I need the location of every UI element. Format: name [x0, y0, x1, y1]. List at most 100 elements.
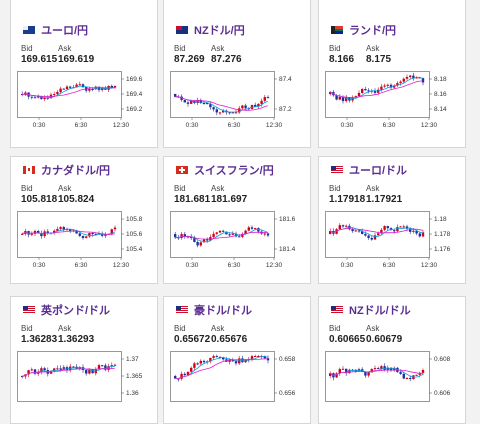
flag-icon	[23, 26, 35, 34]
candle	[228, 234, 231, 236]
moving-average-long	[329, 369, 423, 376]
price-chart[interactable]: 181.6 181.4 0:30 6:30 12:30	[170, 211, 306, 271]
moving-average-long	[174, 358, 268, 380]
card-header[interactable]: NZドル/円	[176, 23, 245, 37]
price-chart[interactable]: 87.4 87.2 0:30 6:30 12:30	[170, 71, 306, 131]
candle	[338, 369, 341, 374]
candle	[234, 112, 238, 114]
candle	[228, 112, 231, 114]
rate-card[interactable]: 豪ドル/ドル Bid Ask 0.65672 0.65676 0.658 0.656	[163, 296, 311, 424]
candle	[27, 370, 30, 375]
price-chart[interactable]: 0.658 0.656	[170, 351, 306, 415]
y-tick-label: 1.18	[434, 216, 447, 223]
ask-value: 0.65676	[211, 334, 248, 345]
currency-pair-link[interactable]: ユーロ/ドル	[349, 165, 408, 177]
currency-pair-link[interactable]: NZドル/円	[194, 25, 245, 37]
candle	[415, 77, 418, 79]
flag-icon	[331, 306, 343, 314]
candle	[409, 228, 412, 232]
candle	[234, 233, 238, 237]
bid-label: Bid	[329, 44, 341, 53]
candle	[222, 110, 225, 113]
rate-card[interactable]: NZドル/円 Bid Ask 87.269 87.276 87.4 87.2 0:30 6:30…	[163, 0, 311, 148]
moving-average-long	[329, 80, 423, 98]
y-tick-label: 8.14	[434, 106, 447, 113]
x-tick-label: 6:30	[383, 122, 396, 129]
candle	[399, 226, 402, 228]
card-header[interactable]: 英ポンド/ドル	[23, 303, 110, 317]
card-header[interactable]: 豪ドル/ドル	[176, 303, 252, 317]
candle	[396, 227, 399, 232]
candle	[193, 363, 196, 368]
candle	[215, 109, 218, 113]
candle	[412, 230, 415, 232]
currency-pair-link[interactable]: NZドル/ドル	[349, 305, 411, 317]
card-header[interactable]: スイスフラン/円	[176, 163, 274, 177]
rate-card[interactable]: NZドル/ドル Bid Ask 0.60665 0.60679 0.608 0.606	[318, 296, 466, 424]
card-header[interactable]: NZドル/ドル	[331, 303, 411, 317]
candle	[244, 230, 247, 234]
x-tick-label: 12:30	[266, 122, 283, 129]
candle	[193, 238, 196, 242]
chart-frame	[170, 351, 275, 402]
candle	[250, 356, 254, 360]
card-header[interactable]: ユーロ/ドル	[331, 163, 407, 177]
currency-pair-link[interactable]: 英ポンド/ドル	[41, 305, 111, 317]
price-chart[interactable]: 8.18 8.16 8.14 0:30 6:30 12:30	[325, 71, 461, 131]
candle	[373, 368, 377, 370]
currency-pair-link[interactable]: カナダドル/円	[41, 165, 111, 177]
candle	[377, 233, 380, 236]
currency-pair-link[interactable]: スイスフラン/円	[194, 165, 274, 177]
currency-pair-link[interactable]: ユーロ/円	[41, 25, 89, 37]
candle	[409, 75, 412, 78]
candle	[421, 232, 425, 237]
candle	[37, 230, 40, 234]
candle	[97, 365, 101, 370]
candle	[238, 108, 241, 113]
candle	[69, 86, 72, 88]
candle	[190, 367, 193, 372]
price-chart[interactable]: 169.6 169.4 169.2 0:30 6:30 12:30	[17, 71, 153, 131]
candle	[225, 231, 228, 235]
card-header[interactable]: ユーロ/円	[23, 23, 88, 37]
candle	[409, 378, 412, 380]
price-chart[interactable]: 1.37 1.365 1.36	[17, 351, 153, 415]
x-tick-label: 6:30	[75, 122, 88, 129]
bid-value: 169.615	[21, 54, 58, 65]
ask-value: 169.619	[58, 54, 95, 65]
card-header[interactable]: ランド/円	[331, 23, 396, 37]
ask-label: Ask	[58, 324, 72, 333]
rate-card[interactable]: ユーロ/円 Bid Ask 169.615 169.619 169.6 169.4 169.2…	[10, 0, 158, 148]
candle	[56, 92, 59, 95]
price-chart[interactable]: 1.18 1.178 1.176 0:30 6:30 12:30	[325, 211, 461, 271]
rate-card[interactable]: ランド/円 Bid Ask 8.166 8.175 8.18 8.16 8.14 0:30 6:3…	[318, 0, 466, 148]
candle	[335, 373, 338, 378]
candle	[389, 84, 393, 88]
candle	[59, 227, 62, 229]
price-chart[interactable]: 0.608 0.606	[325, 351, 461, 415]
candle	[263, 233, 266, 235]
candle	[345, 97, 348, 102]
ask-value: 0.60679	[366, 334, 403, 345]
rate-card[interactable]: 英ポンド/ドル Bid Ask 1.36283 1.36293 1.37 1.365 1.36	[10, 296, 158, 424]
candle	[59, 368, 62, 370]
candle	[361, 89, 364, 93]
candle	[231, 112, 234, 114]
price-chart[interactable]: 105.8 105.6 105.4 0:30 6:30 12:30	[17, 211, 153, 271]
y-tick-label: 181.4	[279, 246, 296, 253]
rate-card[interactable]: カナダドル/円 Bid Ask 105.818 105.824 105.8 105.6 105…	[10, 156, 158, 284]
ask-label: Ask	[58, 44, 72, 53]
rate-card[interactable]: ユーロ/ドル Bid Ask 1.17918 1.17921 1.18 1.178 1.176…	[318, 156, 466, 284]
candle	[212, 107, 215, 110]
rate-card[interactable]: スイスフラン/円 Bid Ask 181.681 181.697 181.6 181.4 0:…	[163, 156, 311, 284]
candle	[238, 236, 241, 238]
candle	[174, 94, 177, 97]
x-tick-label: 0:30	[341, 262, 354, 269]
candle	[399, 372, 402, 374]
candle	[399, 81, 402, 84]
currency-pair-link[interactable]: ランド/円	[349, 25, 397, 37]
card-header[interactable]: カナダドル/円	[23, 163, 110, 177]
currency-pair-link[interactable]: 豪ドル/ドル	[194, 305, 253, 317]
y-tick-label: 1.36	[126, 390, 139, 397]
candle	[361, 231, 364, 234]
